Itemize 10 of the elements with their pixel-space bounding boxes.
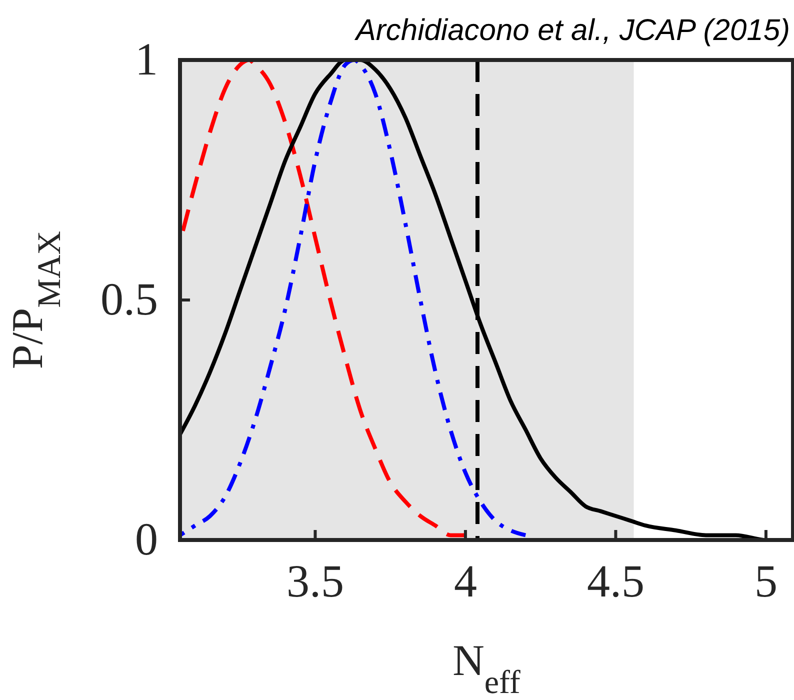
y-tick-label: 0.5 xyxy=(100,274,158,325)
x-tick-label: 4.5 xyxy=(586,556,644,607)
x-axis-title: N$_{eff}$ xyxy=(452,636,520,700)
y-tick-label: 0 xyxy=(135,514,158,565)
x-tick-label: 5 xyxy=(754,556,778,607)
x-tick-label: 4 xyxy=(454,556,477,607)
x-tick-label: 3.5 xyxy=(286,556,344,607)
line-series xyxy=(180,60,528,538)
text: Archidiacono et al., JCAP (2015) xyxy=(354,14,790,47)
y-tick-label: 1 xyxy=(135,34,158,85)
